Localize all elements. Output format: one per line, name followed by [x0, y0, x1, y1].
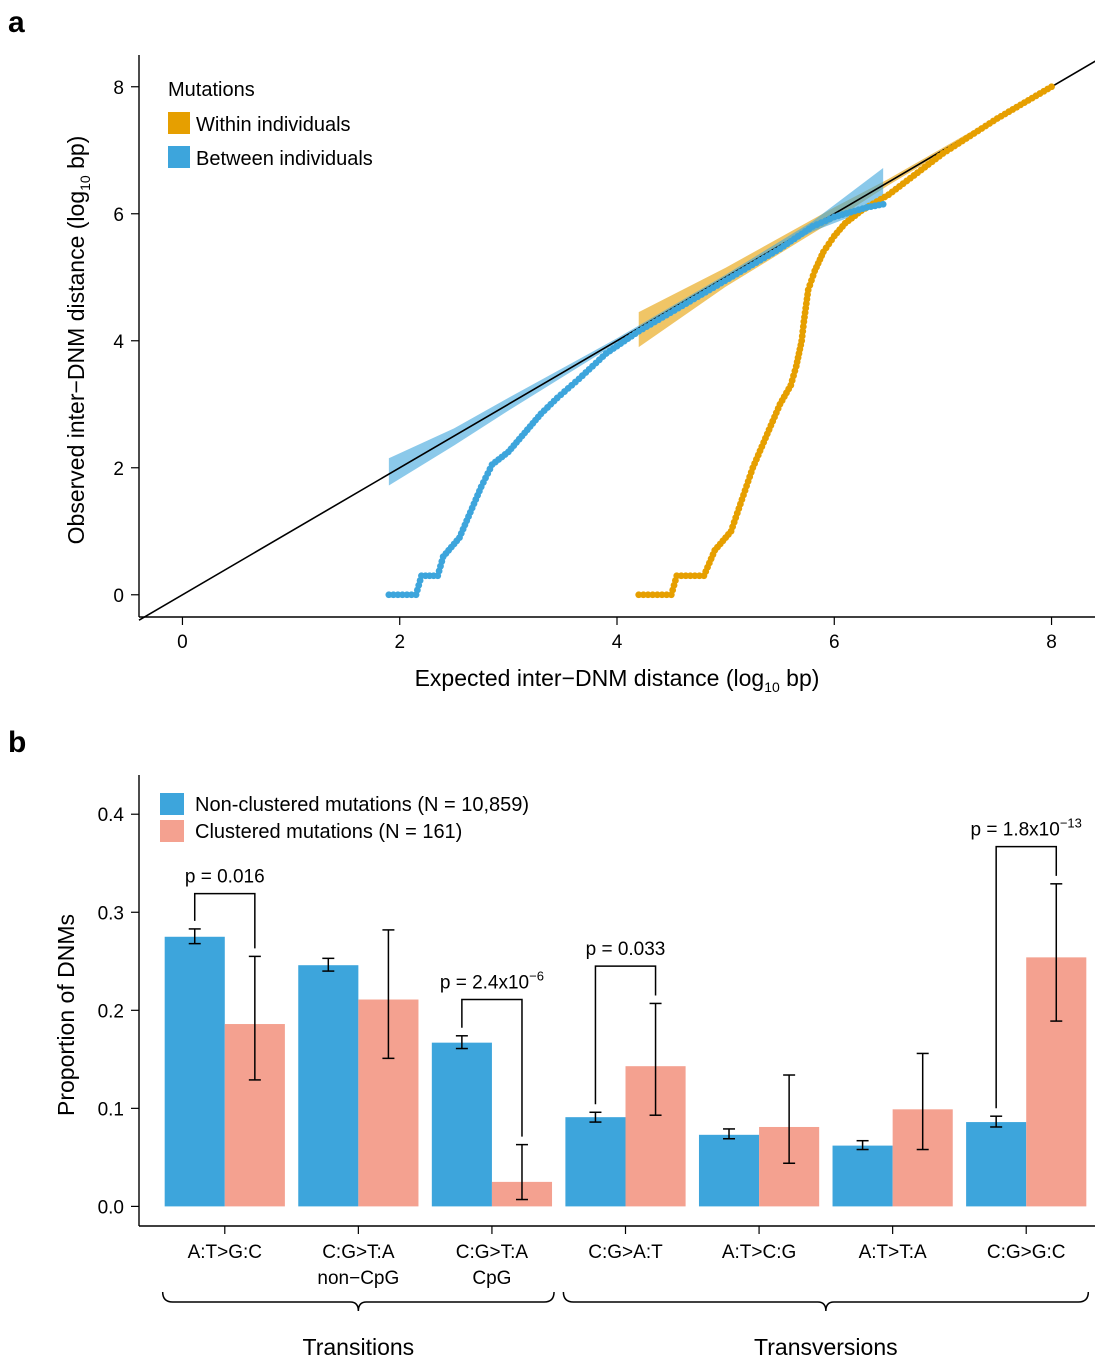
axes [138, 775, 1095, 1227]
y-tick-label: 0.2 [98, 1001, 124, 1022]
confidence-band [388, 168, 884, 486]
scatter-plot: 0 2 4 6 8 0 2 4 6 8 Expected inter−DNM distance … [63, 55, 1095, 695]
data-point [653, 591, 661, 599]
axes [138, 55, 1095, 618]
data-point [635, 591, 643, 599]
x-ticks: 0 2 4 6 8 [177, 617, 1057, 653]
significance-bracket [594, 965, 657, 1105]
x-tick-label: 6 [829, 632, 840, 653]
legend-swatch-nonclustered [160, 793, 184, 815]
y-tick-label: 0.3 [98, 903, 124, 924]
significance-bracket [193, 892, 256, 949]
significance-bracket [995, 845, 1058, 1109]
y-ticks: 0 2 4 6 8 [113, 78, 139, 607]
bar [298, 965, 359, 1207]
legend-label-clustered: Clustered mutations (N = 161) [195, 821, 462, 843]
x-tick-label: 4 [612, 632, 623, 653]
y-ticks: 0.0 0.1 0.2 0.3 0.4 [98, 805, 139, 1218]
data-point [649, 591, 657, 599]
x-ticks: A:T>G:C C:G>T:A non−CpG C:G>T:A CpG C:G>A:T A:… [188, 1226, 1066, 1289]
p-value-label: p = 0.016 [185, 867, 265, 888]
legend-swatch-between [168, 146, 190, 168]
x-tick-label: 2 [394, 632, 405, 653]
panel-b-label: b [8, 726, 26, 759]
legend-swatch-clustered [160, 820, 184, 842]
x-tick-label: 0 [177, 632, 188, 653]
legend: Non-clustered mutations (N = 10,859) Clu… [160, 793, 529, 843]
data-point [1048, 83, 1055, 91]
x-tick-label: CpG [472, 1268, 511, 1289]
bar [832, 1145, 893, 1207]
x-tick-label: C:G>A:T [588, 1242, 663, 1263]
legend-swatch-within [168, 112, 190, 134]
y-tick-label: 8 [113, 78, 124, 99]
p-value-label: p = 2.4x10−6 [440, 969, 544, 994]
bar [164, 936, 225, 1207]
p-value-label: p = 0.033 [586, 939, 666, 960]
bar-chart: p = 0.016 p = 2.4x10−6 p = 0.033 p = 1.8x10… [53, 775, 1095, 1360]
data-point [639, 591, 647, 599]
bar [698, 1134, 760, 1207]
legend-label-nonclustered: Non-clustered mutations (N = 10,859) [195, 794, 529, 816]
legend: Mutations Within individuals Between ind… [168, 79, 373, 170]
y-tick-label: 0 [113, 586, 124, 607]
x-tick-label: 8 [1046, 632, 1057, 653]
y-tick-label: 6 [113, 205, 124, 226]
legend-title: Mutations [168, 79, 255, 101]
x-tick-label: non−CpG [317, 1268, 399, 1289]
reference-line [138, 60, 1095, 621]
y-tick-label: 0.0 [98, 1197, 124, 1218]
x-tick-label: C:G>G:C [987, 1242, 1066, 1263]
significance-annotations: p = 0.016 p = 2.4x10−6 p = 0.033 p = 1.8x10… [185, 816, 1082, 1137]
x-tick-label: C:G>T:A [322, 1242, 395, 1263]
y-tick-label: 0.4 [98, 805, 125, 826]
group-label: Transitions [303, 1334, 415, 1360]
x-tick-label: C:G>T:A [456, 1242, 529, 1263]
y-tick-label: 4 [113, 332, 124, 353]
scatter-points [385, 83, 1055, 599]
x-tick-label: A:T>G:C [188, 1242, 262, 1263]
data-point [663, 591, 671, 599]
data-point [644, 591, 652, 599]
panel-a-label: a [8, 6, 25, 39]
significance-bracket [461, 998, 523, 1137]
p-value-label: p = 1.8x10−13 [971, 816, 1082, 841]
x-axis-title: Expected inter−DNM distance (log10 bp) [415, 665, 820, 695]
y-axis-title: Observed inter−DNM distance (log10 bp) [63, 136, 93, 545]
data-point [879, 200, 887, 208]
group-label: Transversions [754, 1334, 898, 1360]
data-point [658, 591, 666, 599]
y-tick-label: 2 [113, 459, 124, 480]
category-groups: Transitions Transversions [161, 1291, 1090, 1360]
group-brace [161, 1291, 555, 1312]
y-tick-label: 0.1 [98, 1099, 124, 1120]
legend-label-within: Within individuals [196, 114, 351, 136]
y-axis-title: Proportion of DNMs [53, 914, 79, 1116]
bar [431, 1042, 492, 1207]
bar [966, 1122, 1027, 1207]
x-tick-label: A:T>C:G [722, 1242, 796, 1263]
legend-label-between: Between individuals [196, 148, 373, 170]
x-tick-label: A:T>T:A [859, 1242, 927, 1263]
group-brace [562, 1291, 1090, 1312]
bar [565, 1117, 626, 1207]
error-bars [188, 883, 1063, 1201]
bars [164, 936, 1087, 1207]
